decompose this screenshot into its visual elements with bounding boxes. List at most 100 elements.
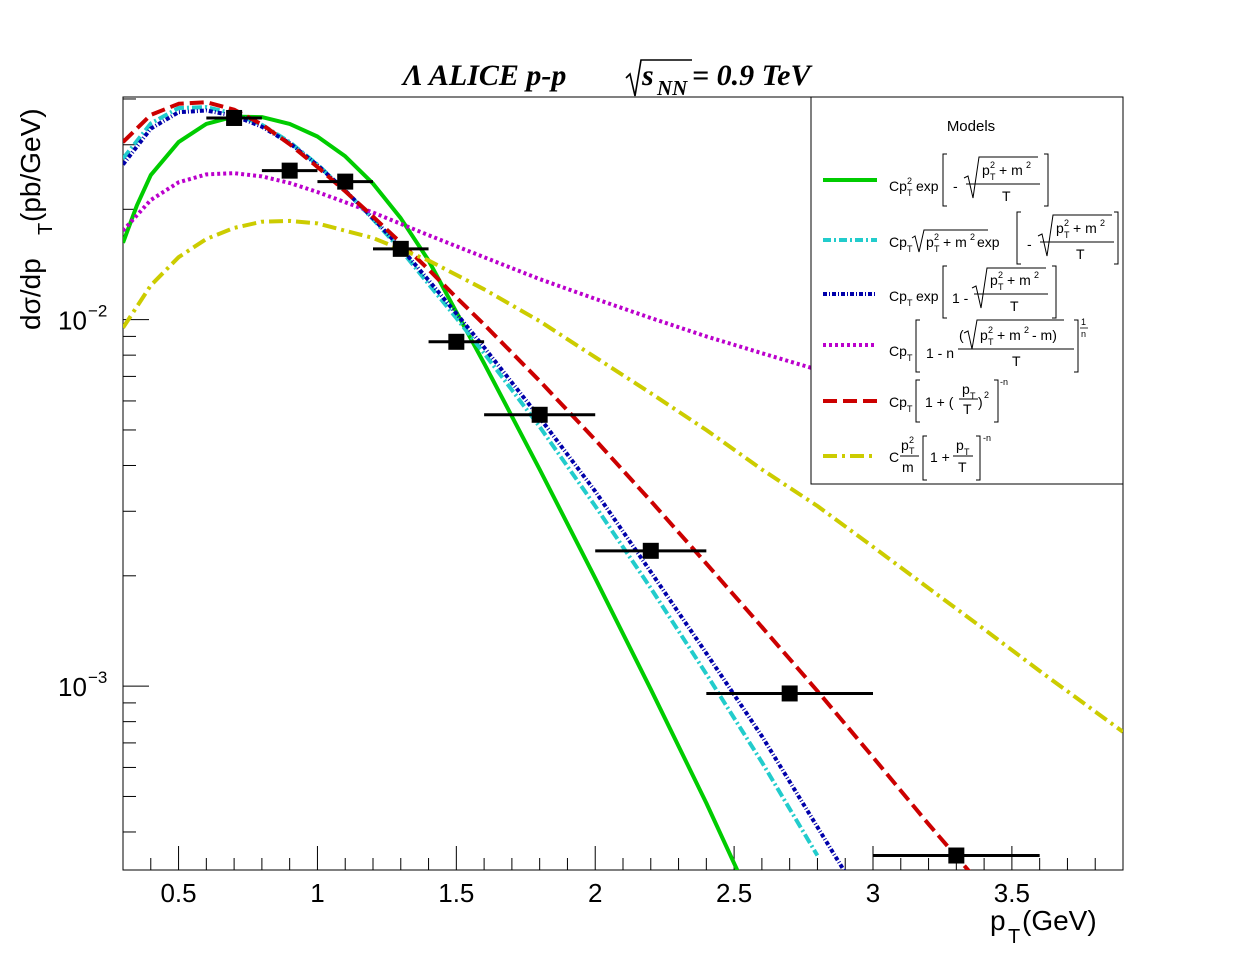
xlabel-p: p	[990, 905, 1006, 936]
data-point-marker	[948, 847, 965, 864]
x-tick-label: 2.5	[716, 878, 752, 908]
svg-text:+ m: + m	[1073, 220, 1097, 236]
svg-text:+ m: + m	[999, 162, 1023, 178]
svg-text:T: T	[970, 391, 976, 401]
x-tick-label: 0.5	[160, 878, 196, 908]
x-axis-label: p T (GeV)	[990, 905, 1097, 948]
x-tick-label: 2	[588, 878, 602, 908]
svg-text:1 -: 1 -	[952, 290, 969, 306]
svg-text:-: -	[953, 178, 958, 194]
svg-text:T: T	[998, 282, 1004, 292]
title-prefix: Λ ALICE p-p	[401, 59, 566, 92]
svg-text:-n: -n	[983, 433, 991, 443]
svg-text:T: T	[988, 337, 994, 347]
svg-text:1: 1	[1081, 317, 1086, 327]
model-curve-6	[123, 218, 1123, 734]
xlabel-units: (GeV)	[1022, 905, 1097, 936]
svg-text:n: n	[1081, 329, 1086, 339]
svg-text:2: 2	[1026, 160, 1031, 170]
svg-text:1 - n: 1 - n	[926, 345, 954, 361]
title-sqrt-s: s	[641, 59, 654, 92]
svg-text:T: T	[1010, 298, 1019, 314]
data-point-marker	[531, 406, 548, 423]
x-tick-label: 1	[310, 878, 324, 908]
svg-text:2: 2	[1024, 325, 1029, 335]
x-tick-label: 1.5	[438, 878, 474, 908]
y-tick-exponent: −3	[88, 668, 107, 687]
svg-text:T: T	[1076, 246, 1085, 262]
svg-text:Cp: Cp	[889, 394, 907, 410]
svg-text:2: 2	[934, 232, 939, 242]
svg-text:2: 2	[907, 176, 912, 186]
svg-text:T: T	[963, 401, 972, 417]
title-sqrt-sign	[625, 59, 692, 97]
y-axis-label: dσ/dp T (pb/GeV)	[15, 108, 57, 330]
svg-text:exp: exp	[977, 234, 1000, 250]
svg-text:Cp: Cp	[889, 234, 907, 250]
data-points	[206, 109, 1040, 864]
data-point-marker	[337, 173, 354, 190]
svg-text:+ m: + m	[997, 327, 1021, 343]
title-suffix: = 0.9 TeV	[692, 59, 813, 92]
svg-text:1 + (: 1 + (	[925, 394, 954, 410]
svg-text:+ m: + m	[1007, 272, 1031, 288]
svg-text:T: T	[958, 459, 967, 475]
ylabel-main: dσ/dp	[15, 258, 46, 330]
svg-text:- m): - m)	[1032, 327, 1057, 343]
model-curve-3	[123, 108, 847, 870]
svg-text:exp: exp	[916, 178, 939, 194]
ylabel-subscript: T	[35, 223, 57, 235]
svg-text:2: 2	[998, 270, 1003, 280]
svg-text:p: p	[990, 272, 998, 288]
svg-text:Cp: Cp	[889, 288, 907, 304]
legend-title: Models	[947, 118, 995, 135]
svg-text:T: T	[990, 172, 996, 182]
svg-text:1 +: 1 +	[930, 449, 950, 465]
svg-text:C: C	[889, 449, 899, 465]
data-point-marker	[281, 162, 298, 179]
x-tick-label: 3.5	[994, 878, 1030, 908]
data-point-marker	[392, 240, 409, 257]
svg-text:2: 2	[1064, 218, 1069, 228]
chart-title: Λ ALICE p-p s NN = 0.9 TeV	[401, 59, 813, 100]
svg-text:T: T	[907, 353, 913, 363]
svg-text:p: p	[982, 162, 990, 178]
svg-text:2: 2	[909, 435, 914, 445]
svg-text:T: T	[907, 404, 913, 414]
svg-text:T: T	[1012, 353, 1021, 369]
svg-text:exp: exp	[916, 288, 939, 304]
svg-text:T: T	[907, 298, 913, 308]
data-point-marker	[226, 109, 243, 126]
svg-text:m: m	[902, 459, 914, 475]
svg-text:T: T	[1002, 188, 1011, 204]
model-curve-2	[123, 105, 820, 857]
data-point-marker	[781, 685, 798, 702]
svg-text:T: T	[909, 446, 915, 456]
model-curve-1	[123, 114, 740, 870]
svg-text:2: 2	[1100, 218, 1105, 228]
svg-text:2: 2	[990, 160, 995, 170]
svg-text:2: 2	[1034, 270, 1039, 280]
xlabel-subscript: T	[1008, 926, 1020, 948]
svg-text:p: p	[926, 234, 934, 250]
svg-text:p: p	[962, 381, 970, 397]
x-tick-label: 3	[866, 878, 880, 908]
y-tick-exponent: −2	[88, 302, 107, 321]
svg-text:+ m: + m	[943, 234, 967, 250]
y-tick-label: 10	[58, 306, 87, 336]
svg-text:p: p	[1056, 220, 1064, 236]
svg-text:Cp: Cp	[889, 343, 907, 359]
svg-text:(: (	[959, 327, 964, 343]
legend-box	[810, 96, 1124, 485]
data-point-marker	[448, 333, 465, 350]
svg-text:T: T	[934, 244, 940, 254]
svg-text:p: p	[901, 437, 909, 453]
